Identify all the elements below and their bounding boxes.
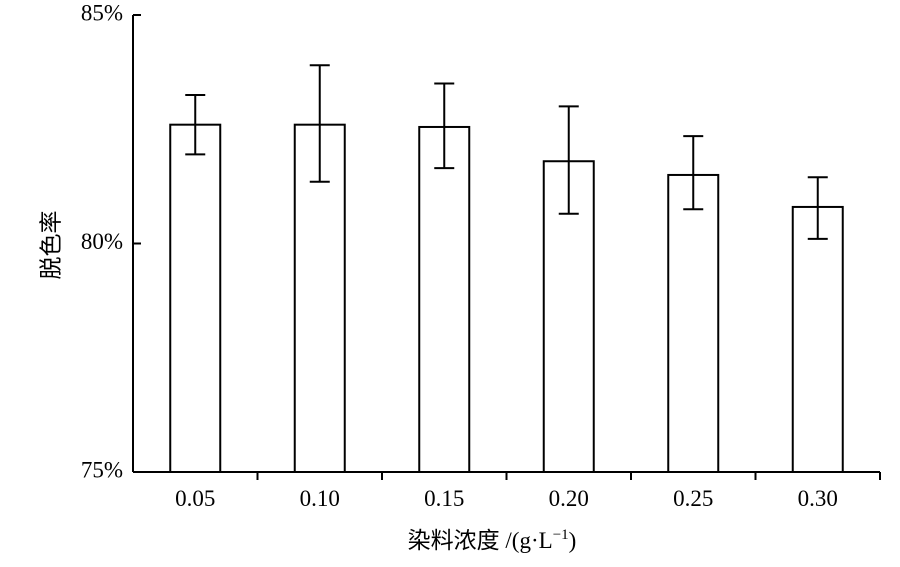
bars	[169, 123, 844, 474]
x-axis-title-unit-exponent: −1	[553, 527, 569, 543]
x-axis-title-main: 染料浓度	[408, 528, 500, 554]
x-axis-title-unit-close: )	[569, 528, 577, 553]
y-tick-label: 85%	[81, 0, 123, 25]
x-tick-labels: 0.05 0.10 0.15 0.20 0.25 0.30	[175, 486, 838, 511]
y-axis-title: 脱色率	[39, 211, 65, 280]
y-tick-label: 80%	[81, 229, 123, 254]
x-tick-label: 0.05	[175, 486, 215, 511]
y-tick-label: 75%	[81, 457, 123, 482]
error-bars	[185, 64, 828, 240]
bar	[667, 173, 720, 473]
x-axis-title: 染料浓度 /(g·L−1)	[408, 527, 577, 554]
bar	[791, 205, 844, 473]
bar	[418, 125, 471, 473]
axes	[132, 14, 881, 480]
x-tick-label: 0.30	[798, 486, 838, 511]
x-tick-label: 0.25	[673, 486, 713, 511]
y-tick-labels: 75% 80% 85%	[81, 0, 123, 482]
x-tick-label: 0.15	[424, 486, 464, 511]
x-tick-label: 0.10	[300, 486, 340, 511]
x-tick-label: 0.20	[549, 486, 589, 511]
x-axis-title-unit: /(g·L	[500, 528, 553, 553]
bar	[169, 123, 222, 474]
